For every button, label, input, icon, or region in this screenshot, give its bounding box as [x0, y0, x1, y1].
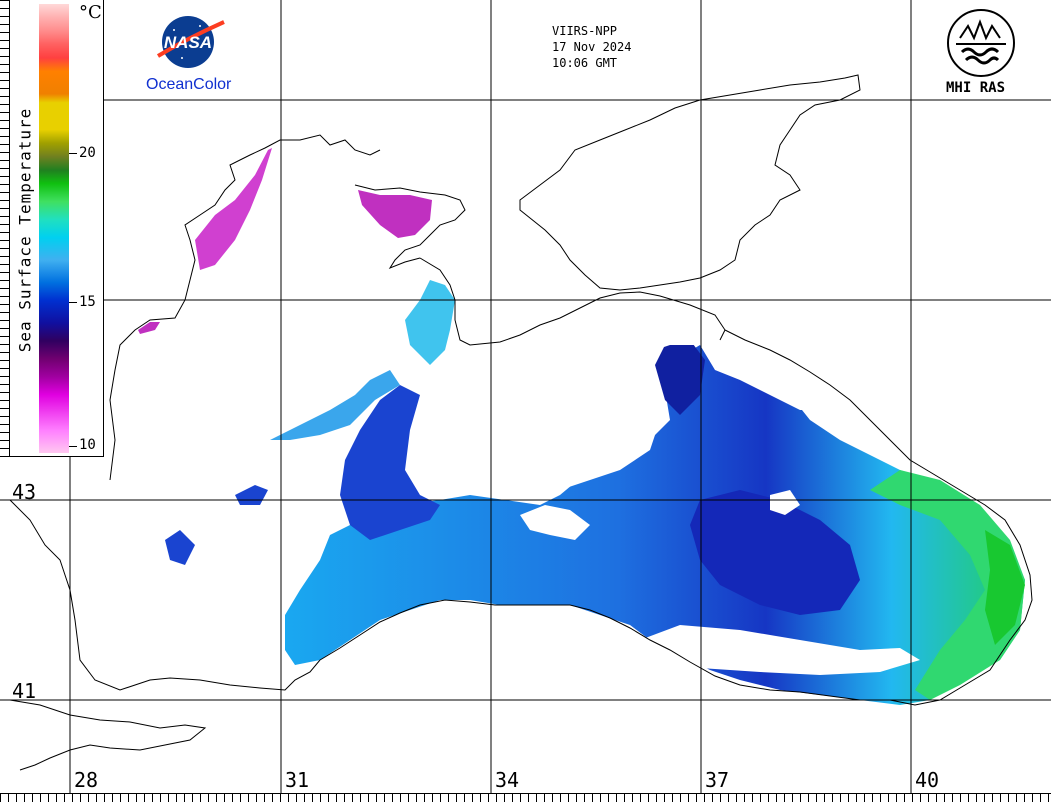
marmara-coast — [9, 699, 207, 771]
sst-deep-basin — [690, 490, 860, 615]
cloud-gap-3 — [520, 505, 590, 540]
sst-crimea-west — [405, 280, 455, 365]
dnieper-bay-coast — [354, 184, 466, 270]
sst-central-west — [340, 385, 440, 540]
caucasus-coast — [724, 329, 1033, 656]
sst-small-patch-2 — [235, 485, 268, 505]
image-date: 17 Nov 2024 — [552, 40, 632, 54]
svg-text:NASA: NASA — [164, 33, 212, 52]
colorbar-unit: °C — [79, 2, 102, 23]
romania-ukraine-coast — [109, 134, 381, 481]
colorbar-title: Sea Surface Temperature — [15, 107, 35, 353]
lon-label-28: 28 — [74, 768, 99, 792]
lon-label-31: 31 — [285, 768, 310, 792]
colorbar-tick-15: 15 — [79, 294, 96, 310]
sst-danube-cold — [138, 322, 160, 334]
oceancolor-label: OceanColor — [146, 76, 232, 93]
sst-kerch-area — [655, 340, 705, 415]
nasa-logo-icon: NASA — [156, 16, 225, 68]
lon-label-34: 34 — [495, 768, 520, 792]
colorbar-gradient — [39, 4, 69, 453]
west-coast — [9, 499, 321, 691]
sst-west-shelf — [270, 370, 400, 440]
sst-small-patch-1 — [165, 530, 195, 565]
crimea-coast — [419, 257, 726, 346]
cloud-gap-2 — [640, 625, 920, 675]
sst-odessa-cold — [195, 148, 272, 270]
colorbar-tick-10: 10 — [79, 437, 96, 453]
mhi-ras-label: MHI RAS — [946, 80, 1006, 96]
coastline — [9, 74, 1033, 771]
lon-label-37: 37 — [705, 768, 730, 792]
sst-east-warm — [870, 470, 1025, 700]
colorbar-tick-mark-15 — [69, 302, 77, 303]
sst-field — [138, 148, 1025, 705]
colorbar: °C Sea Surface Temperature 20 15 10 — [0, 0, 104, 457]
mhi-logo-icon — [947, 9, 1015, 77]
cloud-gap-4 — [770, 490, 800, 515]
lon-label-40: 40 — [915, 768, 940, 792]
turkey-coast — [319, 599, 1001, 706]
colorbar-tick-mark-20 — [69, 153, 77, 154]
azov-coast — [519, 74, 861, 291]
bottom-ruler — [0, 793, 1051, 802]
colorbar-tick-mark-10 — [69, 446, 77, 447]
lat-label-41: 41 — [12, 679, 37, 703]
colorbar-tick-20: 20 — [79, 145, 96, 161]
image-time: 10:06 GMT — [552, 56, 618, 70]
sst-main-body — [285, 345, 1025, 705]
crimea-peninsula — [455, 292, 820, 410]
sst-dnieper-cold — [358, 190, 432, 238]
sst-east-green-core — [985, 530, 1025, 645]
lat-label-43: 43 — [12, 480, 37, 504]
satellite-name: VIIRS-NPP — [552, 24, 618, 38]
colorbar-ruler — [0, 0, 10, 456]
